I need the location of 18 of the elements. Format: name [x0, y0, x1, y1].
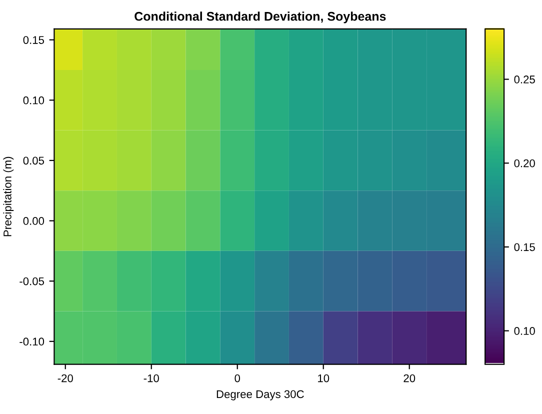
x-tick-label: 0	[234, 374, 240, 382]
x-axis-title: Degree Days 30C	[216, 390, 304, 400]
color-bar-label: 0.10	[514, 327, 535, 335]
y-tick-label: 0.15	[23, 36, 44, 44]
x-tick-label: -20	[58, 374, 73, 382]
y-tick-label: 0.10	[23, 96, 44, 104]
x-tick-label: 10	[318, 374, 330, 382]
color-bar-label: 0.25	[514, 76, 535, 84]
chart-title: Conditional Standard Deviation, Soybeans	[134, 12, 386, 24]
x-tick-label: -10	[144, 374, 159, 382]
y-axis-title: Precipitation (m)	[3, 156, 14, 236]
color-bar-label: 0.15	[514, 243, 535, 252]
y-tick-label: 0.00	[23, 217, 44, 225]
color-bar-label: 0.20	[514, 159, 535, 168]
y-tick-label: -0.10	[20, 338, 44, 346]
y-tick-label: 0.05	[23, 156, 44, 165]
x-tick-label: 20	[404, 374, 416, 382]
y-tick-label: -0.05	[20, 277, 44, 286]
